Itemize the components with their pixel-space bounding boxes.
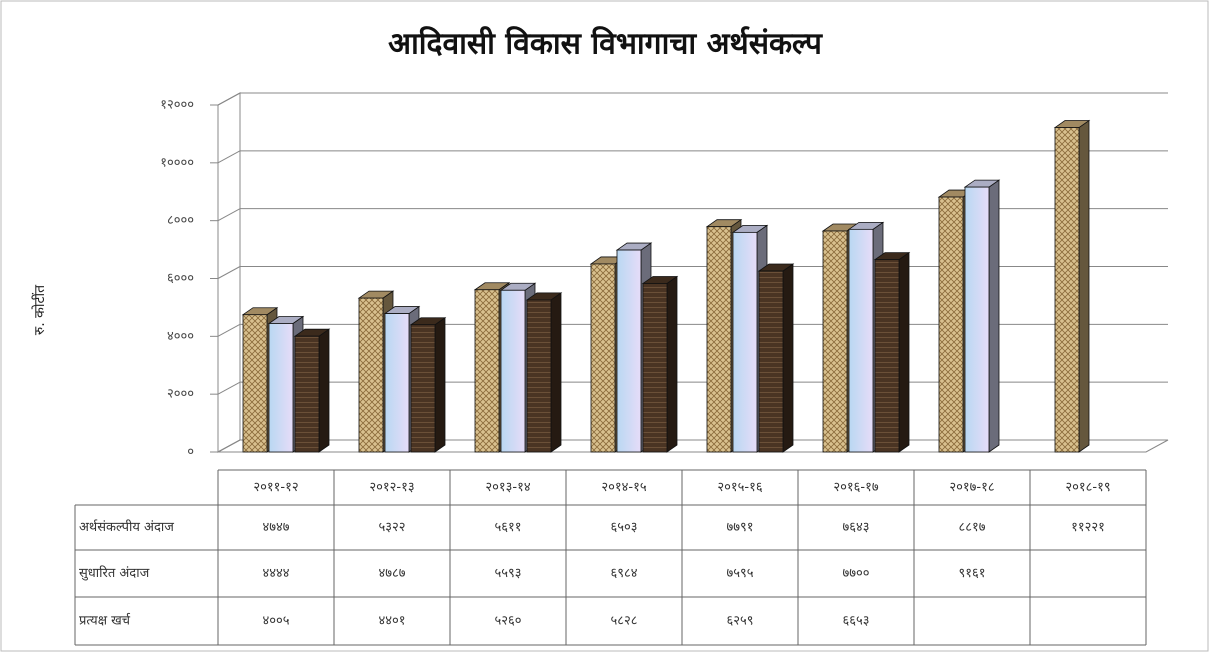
data-label: ६२५९ (726, 614, 753, 629)
legend-label: प्रत्यक्ष खर्च (79, 613, 131, 629)
data-label: ५५९३ (494, 566, 521, 581)
y-axis-label: रु. कोटींत (31, 284, 48, 335)
bar (706, 226, 732, 453)
data-label: ७७०० (842, 566, 869, 581)
data-label: ५२६० (494, 614, 521, 629)
data-label: ९१६१ (958, 566, 985, 581)
data-label: ४७८७ (378, 566, 405, 581)
data-label: ५३२२ (378, 520, 405, 535)
x-tick-label: २०१३-१४ (485, 480, 530, 495)
data-label: ६९८४ (610, 566, 637, 581)
bar (1054, 127, 1080, 453)
data-label: ८८१७ (958, 520, 985, 535)
y-tick-label: ८००० (167, 213, 194, 228)
bar-side (898, 251, 910, 453)
x-tick-label: २०१२-१३ (369, 480, 414, 495)
bar (642, 283, 668, 453)
data-label: ४४०१ (378, 614, 405, 629)
bar-side (1078, 119, 1090, 453)
bar (616, 249, 642, 453)
x-tick-label: २०१६-१७ (833, 480, 878, 495)
data-label: ५६११ (494, 520, 521, 535)
data-label: ६५०३ (610, 520, 637, 535)
y-tick-label: १२००० (160, 98, 194, 113)
data-label: ४४४४ (262, 566, 289, 581)
x-tick-label: २०१५-१६ (717, 480, 762, 495)
x-tick-label: २०१८-१९ (1065, 480, 1110, 495)
grid-line (217, 323, 241, 337)
bar (874, 259, 900, 453)
data-label: ७७९१ (726, 520, 753, 535)
x-tick-label: २०१७-१८ (949, 480, 994, 495)
y-tick-label: २००० (167, 387, 194, 402)
bar-side (434, 316, 446, 453)
grid-line (217, 150, 241, 164)
legend-label: सुधारित अंदाज (79, 565, 150, 581)
bar (964, 186, 990, 453)
y-tick-label: ४००० (167, 329, 194, 344)
grid-line (217, 381, 241, 395)
bar (474, 289, 500, 453)
bar (410, 324, 436, 453)
bar (758, 270, 784, 453)
bar (358, 297, 384, 453)
grid-line (217, 92, 241, 106)
data-label: ७६४३ (842, 520, 869, 535)
data-label: ७५९५ (726, 566, 753, 581)
data-label: ११२२१ (1071, 520, 1105, 535)
bar (590, 263, 616, 453)
bar-side (782, 263, 794, 453)
bar (526, 299, 552, 453)
bar (242, 314, 268, 453)
bar (848, 228, 874, 453)
data-label: ४००५ (262, 614, 289, 629)
bar (822, 230, 848, 453)
legend-label: अर्थसंकल्पीय अंदाज (79, 519, 174, 535)
grid-line (217, 266, 241, 279)
y-tick-label: १०००० (160, 155, 194, 170)
data-label: ४७४७ (262, 520, 289, 535)
bar (294, 335, 320, 453)
bar (938, 196, 964, 453)
bar (384, 313, 410, 453)
bar (268, 323, 294, 453)
y-tick-label: ६००० (167, 271, 194, 286)
bar-side (550, 292, 562, 453)
x-tick-label: २०१४-१५ (601, 480, 646, 495)
bar (732, 231, 758, 453)
y-tick-label: ० (187, 445, 194, 460)
bar-side (988, 179, 1000, 453)
chart-title: आदिवासी विकास विभागाचा अर्थसंकल्प (388, 26, 823, 62)
data-label: ६६५३ (842, 614, 869, 629)
bar (500, 289, 526, 453)
grid-line (217, 208, 241, 222)
grid-line (217, 439, 241, 453)
data-label: ५८२८ (610, 614, 637, 629)
bar-side (318, 328, 330, 453)
bar-side (666, 275, 678, 453)
x-tick-label: २०११-१२ (253, 480, 298, 495)
